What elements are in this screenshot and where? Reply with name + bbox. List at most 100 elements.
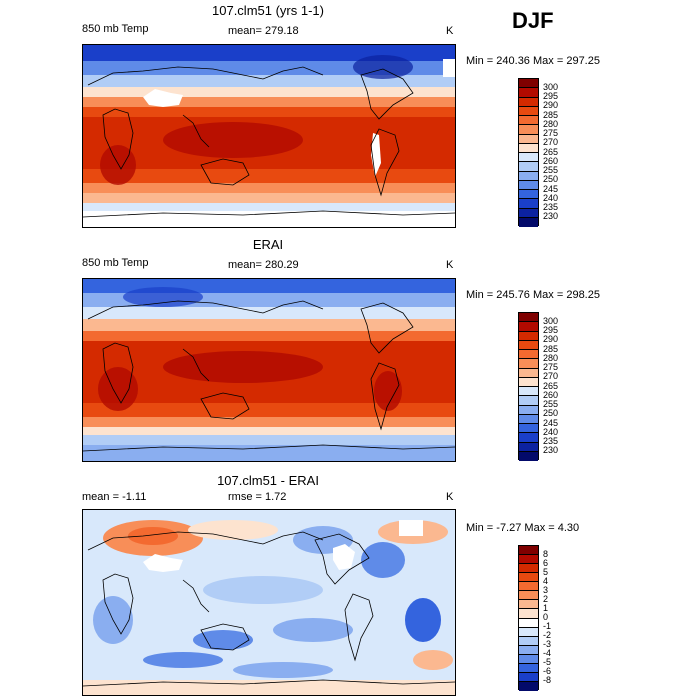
p2-warm-pool — [163, 351, 323, 383]
p2-band-10 — [83, 445, 455, 461]
p1-siberia-cold — [353, 55, 413, 79]
panel-3-rmse-value: 1.72 — [265, 491, 287, 503]
panel-3-mean-label: mean = — [82, 491, 119, 503]
panel-2-units: K — [446, 259, 454, 271]
season-label: DJF — [512, 8, 554, 33]
p2-band-2 — [83, 307, 455, 319]
colorbar-3-tick-label: 3 — [543, 584, 549, 595]
colorbar-1-tick-label: 285 — [543, 109, 559, 120]
panel-2-minmax: Min = 245.76 Max = 298.25 — [466, 289, 600, 301]
p1-band-0 — [83, 45, 455, 61]
colorbar-3-tick-label: -1 — [543, 621, 552, 632]
panel-1-min-value: 240.36 — [496, 55, 530, 67]
colorbar-2-tick-label: 250 — [543, 408, 559, 419]
colorbar-1-swatch — [519, 97, 538, 107]
colorbar-2-swatch — [519, 387, 538, 397]
panel-3-title: 107.clm51 - ERAI — [217, 473, 319, 488]
colorbar-2-tick-label: 300 — [543, 315, 559, 326]
p1-band-7 — [83, 169, 455, 183]
colorbar-2-tick-label: 240 — [543, 426, 559, 437]
p1-band-3 — [83, 87, 455, 97]
colorbar-3-swatch — [519, 663, 538, 673]
colorbar-1-tick-label: 230 — [543, 211, 559, 222]
colorbar-3-tick-label: 1 — [543, 602, 549, 613]
p1-tibet-missing — [143, 89, 183, 107]
p1-africa-hot — [100, 145, 136, 185]
panel-2-map — [82, 278, 456, 462]
panel-1-mean-value: 279.18 — [265, 25, 299, 37]
colorbar-2-tick-label: 280 — [543, 352, 559, 363]
panel-3-colorbar — [518, 545, 539, 691]
colorbar-2-tick-label: 295 — [543, 325, 559, 335]
panel-1-minmax: Min = 240.36 Max = 297.25 — [466, 55, 600, 67]
colorbar-3-swatch — [519, 645, 538, 655]
colorbar-1-swatch — [519, 171, 538, 181]
colorbar-1-tick-label: 250 — [543, 174, 559, 185]
p3-band-s — [83, 680, 455, 695]
colorbar-2-swatch — [519, 396, 538, 406]
colorbar-1-tick-label: 270 — [543, 137, 559, 148]
colorbar-2-swatch — [519, 414, 538, 424]
colorbar-2-swatch — [519, 377, 538, 387]
p2-band-7 — [83, 417, 455, 427]
colorbar-2-tick-label: 235 — [543, 436, 559, 446]
colorbar-1-tick-label: 260 — [543, 155, 559, 166]
panel-3-max-value: 4.30 — [557, 522, 580, 534]
colorbar-3-swatch — [519, 681, 538, 691]
colorbar-3-tick-label: 8 — [543, 548, 549, 559]
colorbar-2-swatch — [519, 405, 538, 415]
colorbar-1-tick-label: 295 — [543, 91, 559, 101]
p1-band-5 — [83, 107, 455, 117]
colorbar-3-swatch — [519, 573, 538, 583]
colorbar-2-swatch — [519, 322, 538, 332]
panel-1-title: 107.clm51 (yrs 1-1) — [212, 3, 324, 18]
panel-3-rmse-label: rmse = — [228, 491, 262, 503]
panel-2-colorbar — [518, 312, 539, 461]
p2-coastlines — [83, 300, 455, 452]
colorbar-3-swatch — [519, 627, 538, 637]
p3-coastlines — [83, 531, 455, 687]
panel-2-map-svg — [83, 279, 455, 461]
p1-band-8 — [83, 183, 455, 193]
p3-patch-9 — [273, 618, 353, 642]
colorbar-1-swatch — [519, 180, 538, 190]
colorbar-1-tick-label: 290 — [543, 100, 559, 111]
panel-2-mean-label: mean= — [228, 259, 262, 271]
colorbar-2-tick-label: 275 — [543, 362, 559, 372]
panel-2-variable: 850 mb Temp — [82, 257, 149, 269]
panel-1-map-svg — [83, 45, 455, 227]
colorbar-2-tick-label: 290 — [543, 334, 559, 345]
colorbar-1-tick-label: 245 — [543, 183, 559, 194]
colorbar-3-swatch — [519, 582, 538, 592]
colorbar-2-swatch — [519, 331, 538, 341]
panel-3-mean: mean = -1.11 — [82, 491, 146, 503]
colorbar-2-tick-label: 230 — [543, 445, 559, 456]
p3-patch-1 — [128, 527, 178, 545]
panel-1-colorbar — [518, 78, 539, 227]
colorbar-1-swatch — [519, 162, 538, 172]
p3-patch-13 — [233, 662, 333, 678]
colorbar-1-swatch — [519, 134, 538, 144]
panel-3-units: K — [446, 491, 454, 503]
colorbar-3-swatch — [519, 591, 538, 601]
colorbar-3-swatch — [519, 564, 538, 574]
p3-patch-12 — [413, 650, 453, 670]
panel-3-min-value: -7.27 — [496, 522, 522, 534]
colorbar-2-tick-label: 265 — [543, 380, 559, 391]
colorbar-3-tick-label: -8 — [543, 675, 552, 686]
panel-1-max-value: 297.25 — [566, 55, 600, 67]
colorbar-2-tick-label: 285 — [543, 343, 559, 354]
colorbar-3-swatch — [519, 609, 538, 619]
panel-3-rmse: rmse = 1.72 — [228, 491, 286, 503]
colorbar-3-swatch — [519, 618, 538, 628]
p3-patch-8 — [193, 630, 253, 650]
p2-band-9 — [83, 435, 455, 445]
p1-band-9 — [83, 193, 455, 203]
colorbar-1-tick-label: 275 — [543, 128, 559, 138]
colorbar-1-swatch — [519, 106, 538, 116]
p3-patch-6 — [203, 576, 323, 604]
panel-3-map — [82, 509, 456, 696]
colorbar-1-swatch — [519, 143, 538, 153]
colorbar-3-tick-label: -3 — [543, 639, 552, 650]
p3-patch-10 — [405, 598, 441, 642]
